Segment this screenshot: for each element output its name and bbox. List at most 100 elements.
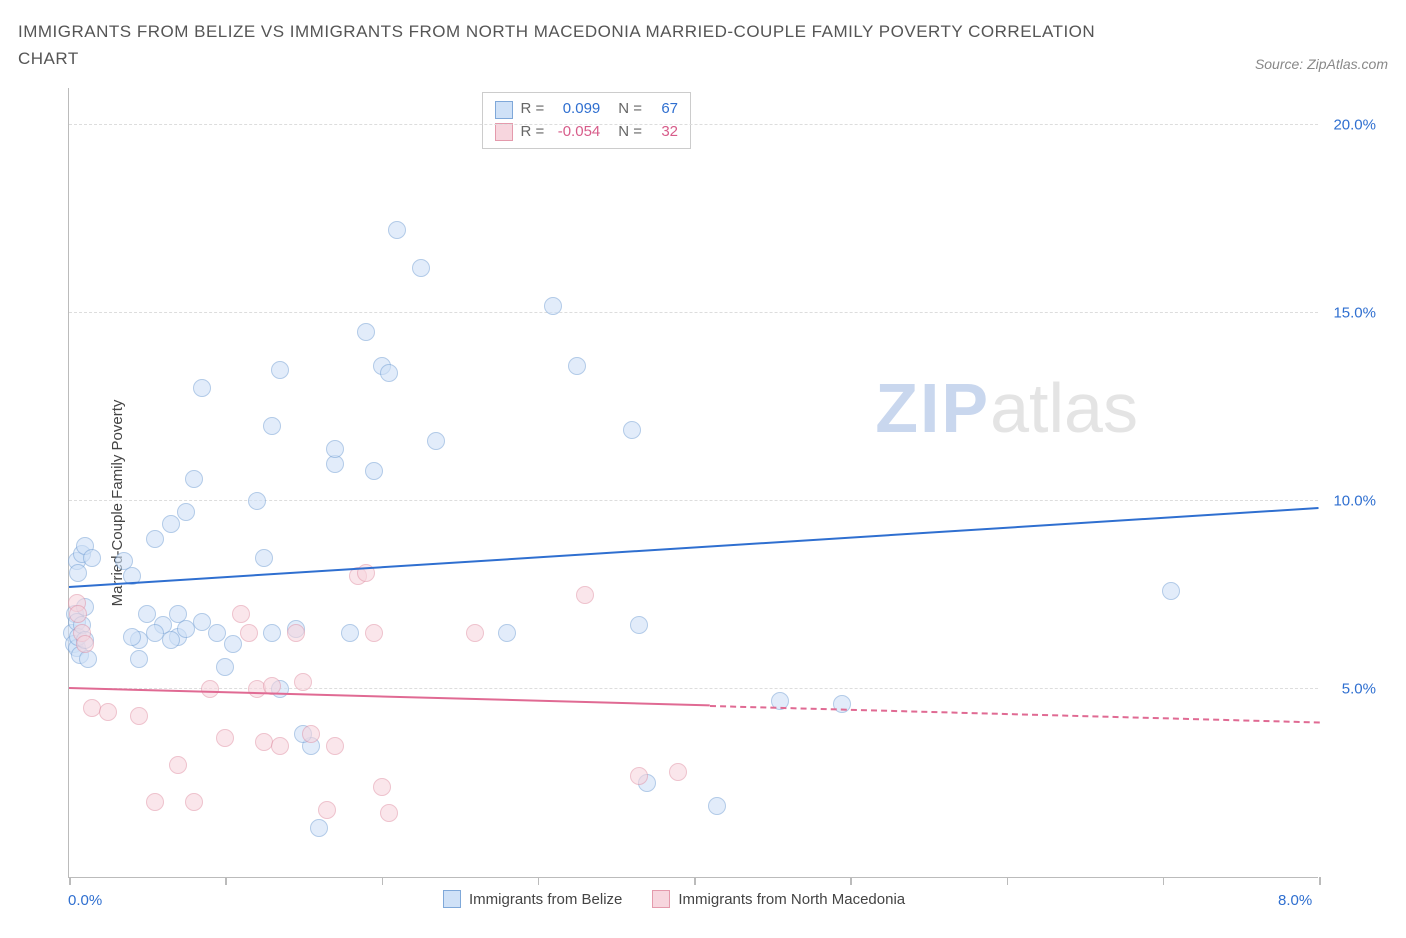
data-point: [466, 624, 484, 642]
data-point: [380, 804, 398, 822]
watermark-zip: ZIP: [875, 369, 990, 447]
data-point: [130, 650, 148, 668]
x-axis-min-label: 0.0%: [68, 892, 102, 909]
data-point: [69, 605, 87, 623]
data-point: [498, 624, 516, 642]
data-point: [232, 605, 250, 623]
stat-n-value: 67: [650, 98, 678, 121]
legend-swatch: [652, 890, 670, 908]
data-point: [76, 635, 94, 653]
data-point: [271, 737, 289, 755]
data-point: [169, 756, 187, 774]
data-point: [177, 503, 195, 521]
data-point: [669, 763, 687, 781]
data-point: [630, 616, 648, 634]
x-tick: [1007, 877, 1009, 885]
legend-label: Immigrants from North Macedonia: [678, 891, 905, 908]
x-tick: [225, 877, 227, 885]
y-tick-label: 20.0%: [1326, 117, 1376, 134]
data-point: [341, 624, 359, 642]
data-point: [287, 624, 305, 642]
data-point: [146, 793, 164, 811]
data-point: [248, 492, 266, 510]
trend-line: [69, 687, 710, 706]
data-point: [365, 624, 383, 642]
series-legend: Immigrants from Belize Immigrants from No…: [443, 890, 905, 908]
x-tick: [382, 877, 384, 885]
data-point: [185, 793, 203, 811]
data-point: [365, 462, 383, 480]
data-point: [263, 417, 281, 435]
data-point: [255, 549, 273, 567]
x-axis-max-label: 8.0%: [1278, 892, 1312, 909]
watermark-atlas: atlas: [990, 369, 1138, 447]
y-tick-label: 10.0%: [1326, 493, 1376, 510]
legend-item: Immigrants from Belize: [443, 890, 622, 908]
data-point: [123, 628, 141, 646]
data-point: [318, 801, 336, 819]
plot-area: ZIPatlas R =0.099N =67R =-0.054N =32 5.0…: [68, 88, 1318, 878]
legend-stat-row: R = 0.099 N = 67: [495, 98, 679, 121]
data-point: [162, 515, 180, 533]
legend-label: Immigrants from Belize: [469, 891, 622, 908]
legend-item: Immigrants from North Macedonia: [652, 890, 905, 908]
data-point: [623, 421, 641, 439]
data-point: [69, 564, 87, 582]
chart-title: IMMIGRANTS FROM BELIZE VS IMMIGRANTS FRO…: [18, 18, 1118, 72]
data-point: [162, 631, 180, 649]
data-point: [216, 658, 234, 676]
data-point: [412, 259, 430, 277]
data-point: [201, 680, 219, 698]
chart-header: IMMIGRANTS FROM BELIZE VS IMMIGRANTS FRO…: [18, 18, 1388, 72]
data-point: [388, 221, 406, 239]
data-point: [326, 737, 344, 755]
data-point: [263, 624, 281, 642]
data-point: [271, 361, 289, 379]
data-point: [216, 729, 234, 747]
trend-line: [69, 507, 1319, 588]
data-point: [357, 323, 375, 341]
legend-swatch: [443, 890, 461, 908]
data-point: [373, 778, 391, 796]
data-point: [130, 707, 148, 725]
data-point: [310, 819, 328, 837]
data-point: [146, 530, 164, 548]
data-point: [208, 624, 226, 642]
data-point: [568, 357, 586, 375]
data-point: [544, 297, 562, 315]
stat-n-label: N =: [618, 98, 642, 121]
x-tick: [850, 877, 852, 885]
data-point: [1162, 582, 1180, 600]
data-point: [576, 586, 594, 604]
stat-r-label: R =: [521, 98, 545, 121]
x-tick: [538, 877, 540, 885]
data-point: [79, 650, 97, 668]
x-tick: [1319, 877, 1321, 885]
watermark: ZIPatlas: [875, 368, 1138, 448]
x-tick: [69, 877, 71, 885]
data-point: [224, 635, 242, 653]
data-point: [193, 379, 211, 397]
data-point: [185, 470, 203, 488]
data-point: [240, 624, 258, 642]
chart-container: Married-Couple Family Poverty ZIPatlas R…: [18, 78, 1388, 928]
data-point: [193, 613, 211, 631]
data-point: [302, 725, 320, 743]
data-point: [380, 364, 398, 382]
legend-swatch: [495, 101, 513, 119]
y-tick-label: 15.0%: [1326, 305, 1376, 322]
data-point: [326, 440, 344, 458]
data-point: [138, 605, 156, 623]
gridline: [69, 312, 1318, 313]
trend-line: [710, 705, 1319, 724]
data-point: [294, 673, 312, 691]
x-tick: [1163, 877, 1165, 885]
y-tick-label: 5.0%: [1326, 681, 1376, 698]
data-point: [630, 767, 648, 785]
legend-swatch: [495, 123, 513, 141]
data-point: [427, 432, 445, 450]
stat-r-value: 0.099: [552, 98, 600, 121]
data-point: [708, 797, 726, 815]
data-point: [83, 549, 101, 567]
gridline: [69, 124, 1318, 125]
